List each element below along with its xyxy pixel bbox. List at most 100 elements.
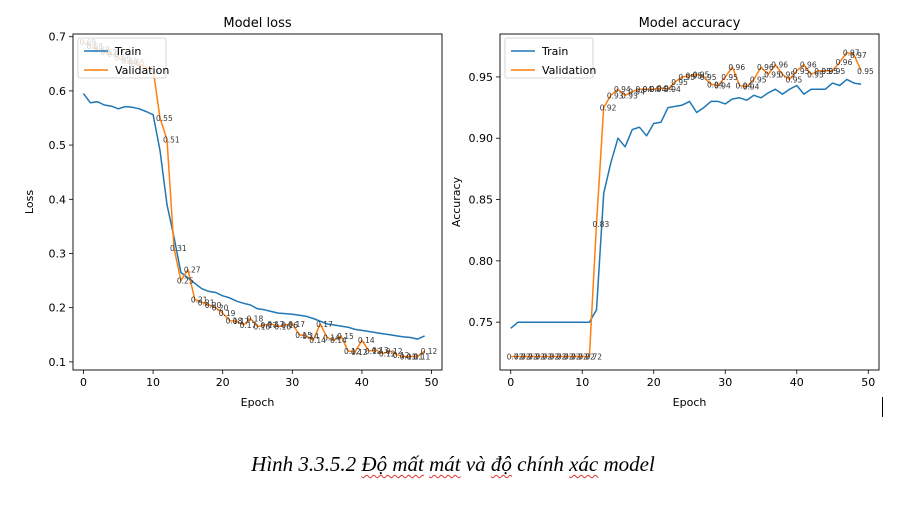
acc-legend-label-validation: Validation <box>542 64 596 77</box>
acc-data-label: 0.96 <box>836 58 853 67</box>
acc-data-label: 0.94 <box>664 85 681 94</box>
acc-data-label: 0.95 <box>721 73 738 82</box>
acc-data-label: 0.94 <box>635 85 652 94</box>
loss-data-label: 0.11 <box>400 352 417 361</box>
acc-data-label: 0.92 <box>600 104 617 113</box>
acc-data-label: 0.95 <box>750 75 767 84</box>
loss-data-label: 0.11 <box>414 352 431 361</box>
acc-x-tick-label: 10 <box>575 376 589 389</box>
acc-y-tick-label: 0.75 <box>469 316 494 329</box>
acc-x-axis-label: Epoch <box>673 396 707 409</box>
acc-data-label: 0.95 <box>807 70 824 79</box>
loss-y-tick-label: 0.1 <box>49 356 67 369</box>
loss-legend-label-validation: Validation <box>115 64 169 77</box>
acc-data-label: 0.72 <box>507 353 524 362</box>
loss-data-label: 0.14 <box>358 336 375 345</box>
loss-data-label: 0.14 <box>323 333 340 342</box>
acc-data-label: 0.95 <box>829 67 846 76</box>
loss-data-label: 0.12 <box>386 347 403 356</box>
acc-data-label: 0.83 <box>593 220 610 229</box>
caption-word-4: xác <box>569 452 599 476</box>
acc-data-label: 0.72 <box>585 353 602 362</box>
loss-data-label: 0.17 <box>288 320 305 329</box>
loss-y-tick-label: 0.5 <box>49 139 67 152</box>
loss-y-tick-label: 0.4 <box>49 193 67 206</box>
acc-data-label: 0.95 <box>786 75 803 84</box>
loss-data-label: 0.18 <box>226 317 243 326</box>
acc-data-label: 0.95 <box>678 73 695 82</box>
acc-y-tick-label: 0.90 <box>469 132 494 145</box>
acc-data-label: 0.72 <box>528 353 545 362</box>
acc-series-line-validation <box>510 51 862 358</box>
loss-data-label: 0.14 <box>309 336 326 345</box>
acc-data-label: 0.94 <box>657 84 674 93</box>
loss-x-tick-label: 10 <box>146 376 160 389</box>
loss-legend-box <box>77 37 167 79</box>
acc-plot-frame <box>499 33 880 371</box>
acc-data-label: 0.95 <box>793 67 810 76</box>
loss-data-label: 0.17 <box>233 317 250 326</box>
loss-series-line-train <box>82 93 425 340</box>
acc-data-label: 0.94 <box>614 85 631 94</box>
loss-data-label: 0.17 <box>267 320 284 329</box>
acc-data-label: 0.72 <box>550 353 567 362</box>
caption-word-2: mát <box>429 452 461 476</box>
acc-data-label: 0.72 <box>564 353 581 362</box>
acc-data-label: 0.95 <box>814 67 831 76</box>
loss-data-label: 0.55 <box>156 114 173 123</box>
acc-data-label: 0.94 <box>643 85 660 94</box>
acc-data-label: 0.95 <box>857 67 874 76</box>
loss-data-label: 0.17 <box>240 321 257 330</box>
loss-chart-title: Model loss <box>223 16 292 31</box>
loss-y-tick-label: 0.6 <box>49 85 67 98</box>
loss-data-label: 0.11 <box>407 352 424 361</box>
loss-data-label: 0.12 <box>365 347 382 356</box>
loss-data-label: 0.25 <box>177 277 194 286</box>
acc-data-label: 0.72 <box>542 353 559 362</box>
loss-data-label: 0.15 <box>295 331 312 340</box>
loss-data-label: 0.12 <box>344 347 361 356</box>
acc-x-tick-label: 40 <box>790 376 804 389</box>
figure-caption: Hình 3.3.5.2 Độ mất mát và độ chính xác … <box>0 452 906 477</box>
loss-data-label: 0.16 <box>254 323 271 332</box>
caption-suffix: model <box>598 452 655 476</box>
loss-data-label: 0.20 <box>205 301 222 310</box>
loss-data-label: 0.12 <box>351 348 368 357</box>
loss-x-tick-label: 0 <box>80 376 87 389</box>
loss-data-label: 0.13 <box>372 346 389 355</box>
loss-data-label: 0.16 <box>274 323 291 332</box>
acc-series-line-train <box>510 78 862 329</box>
loss-data-label: 0.14 <box>302 332 319 341</box>
loss-y-tick-label: 0.7 <box>49 31 67 44</box>
caption-word-1: Độ mất <box>361 452 424 476</box>
caption-word-3: độ <box>490 452 512 476</box>
acc-data-label: 0.94 <box>714 82 731 91</box>
acc-data-label: 0.72 <box>535 353 552 362</box>
acc-data-label: 0.94 <box>650 85 667 94</box>
loss-data-label: 0.21 <box>198 298 215 307</box>
loss-series-line-validation <box>83 41 426 358</box>
text-cursor <box>882 397 883 417</box>
acc-legend-box <box>504 37 594 79</box>
acc-data-label: 0.72 <box>514 353 531 362</box>
acc-y-axis-label: Accuracy <box>450 176 463 227</box>
caption-prefix: Hình 3.3.5.2 <box>251 452 362 476</box>
acc-y-tick-label: 0.80 <box>469 255 494 268</box>
acc-x-tick-label: 30 <box>718 376 732 389</box>
loss-data-label: 0.27 <box>184 266 201 275</box>
loss-x-tick-label: 30 <box>285 376 299 389</box>
loss-data-label: 0.21 <box>191 296 208 305</box>
acc-data-label: 0.72 <box>557 353 574 362</box>
loss-data-label: 0.17 <box>316 320 333 329</box>
acc-data-label: 0.96 <box>728 63 745 72</box>
loss-y-axis-label: Loss <box>23 190 36 214</box>
acc-data-label: 0.72 <box>571 353 588 362</box>
loss-x-tick-label: 50 <box>425 376 439 389</box>
acc-data-label: 0.95 <box>821 67 838 76</box>
acc-x-tick-label: 0 <box>507 376 514 389</box>
loss-data-label: 0.12 <box>379 350 396 359</box>
acc-data-label: 0.97 <box>843 48 860 57</box>
acc-chart-title: Model accuracy <box>639 16 741 31</box>
loss-data-label: 0.12 <box>421 347 438 356</box>
acc-data-label: 0.95 <box>764 70 781 79</box>
